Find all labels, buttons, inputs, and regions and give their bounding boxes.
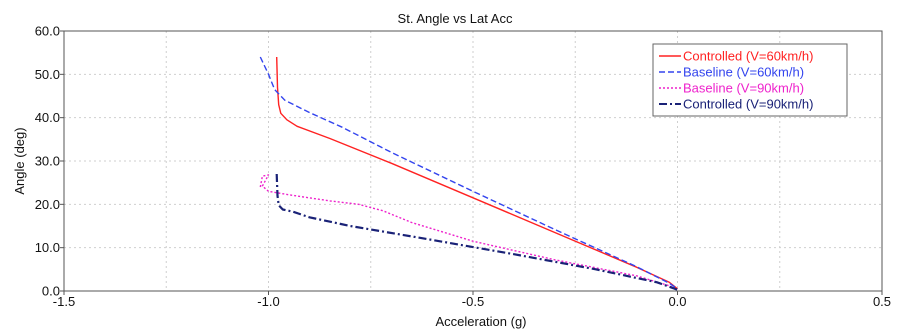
series-line-2 [259,174,678,291]
y-tick-label: 30.0 [35,154,60,169]
x-tick-label: 0.5 [873,294,891,309]
x-tick-label: -1.5 [53,294,75,309]
series-lines [259,56,678,291]
series-line-3 [275,173,678,291]
y-tick-label: 50.0 [35,67,60,82]
x-tick-label: -0.5 [462,294,484,309]
y-tick-label: 20.0 [35,197,60,212]
legend-label-1: Baseline (V=60km/h) [683,65,804,80]
y-tick-label: 40.0 [35,110,60,125]
y-axis-label: Angle (deg) [12,127,27,194]
legend-label-0: Controlled (V=60km/h) [683,49,813,64]
y-axis-ticks: 0.0 10.0 20.0 30.0 40.0 50.0 60.0 [35,24,64,299]
x-axis-label: Acceleration (g) [435,314,526,329]
legend-label-2: Baseline (V=90km/h) [683,81,804,96]
legend-box [652,43,848,117]
y-tick-label: 0.0 [42,284,60,299]
legend: Controlled (V=60km/h)Baseline (V=60km/h)… [652,43,848,117]
chart-title: St. Angle vs Lat Acc [398,11,513,26]
y-tick-label: 60.0 [35,24,60,39]
series-line-0 [276,56,678,290]
x-tick-label: 0.0 [668,294,686,309]
x-axis-ticks: -1.5 -1.0 -0.5 0.0 0.5 [53,291,891,309]
series-line-1 [259,56,678,290]
legend-label-3: Controlled (V=90km/h) [683,97,813,112]
y-tick-label: 10.0 [35,240,60,255]
x-tick-label: -1.0 [257,294,279,309]
